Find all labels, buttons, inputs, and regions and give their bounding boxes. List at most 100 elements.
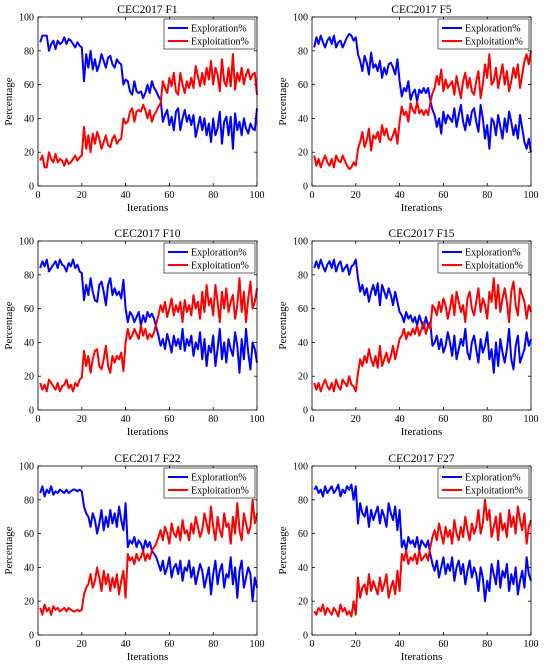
chart-panel-1: CEC2017 F1 0 20 40 60 80 100 0 20 40 60 80 100 Iterat… (3, 4, 265, 214)
y-tick-label: 0 (29, 631, 34, 642)
y-tick-label: 80 (298, 495, 308, 506)
x-tick-label: 60 (438, 414, 448, 425)
series-line-exploration (313, 32, 532, 153)
chart-title: CEC2017 F10 (114, 228, 180, 240)
axes-box (311, 465, 532, 636)
series-line-exploration (39, 485, 258, 603)
y-tick-label: 0 (303, 631, 308, 642)
y-tick-label: 20 (24, 372, 34, 383)
legend-label: Exploitation% (191, 37, 249, 48)
chart-panel-4: CEC2017 F15 0 20 40 60 80 100 0 20 40 60 80 100 Itera… (277, 228, 539, 438)
y-tick-label: 80 (298, 270, 308, 281)
chart-panel-5: CEC2017 F22 0 20 40 60 80 100 0 20 40 60 80 100 Itera… (3, 453, 265, 663)
series-line-exploitation (313, 277, 532, 393)
y-axis-label: Percentage (277, 301, 289, 349)
chart-title: CEC2017 F22 (114, 453, 180, 465)
x-tick-label: 20 (351, 414, 361, 425)
axes-box (311, 16, 532, 187)
y-tick-label: 40 (24, 338, 34, 349)
x-tick-label: 100 (524, 639, 539, 650)
y-axis-label: Percentage (277, 77, 289, 125)
legend-label: Exploitation% (465, 261, 523, 272)
x-tick-label: 80 (208, 639, 218, 650)
x-tick-label: 80 (208, 190, 218, 201)
legend-label: Exploitation% (465, 486, 523, 497)
legend-label: Exploitation% (191, 486, 249, 497)
x-tick-label: 80 (482, 414, 492, 425)
y-tick-label: 60 (24, 304, 34, 315)
y-tick-label: 40 (24, 563, 34, 574)
series-line-exploration (39, 34, 258, 150)
series-line-exploitation (313, 498, 532, 618)
legend-label: Exploration% (465, 473, 521, 484)
chart-panel-6: CEC2017 F27 0 20 40 60 80 100 0 20 40 60 80 100 Itera… (277, 453, 539, 663)
chart-panel-3: CEC2017 F10 0 20 40 60 80 100 0 20 40 60 80 100 Itera… (3, 228, 265, 438)
x-axis-label: Iterations (127, 651, 169, 663)
y-tick-label: 100 (293, 462, 308, 473)
legend-box (437, 18, 530, 50)
y-tick-label: 80 (298, 46, 308, 57)
legend-box (163, 467, 256, 499)
legend-label: Exploration% (465, 24, 521, 35)
x-tick-label: 40 (395, 414, 405, 425)
y-tick-label: 60 (298, 529, 308, 540)
x-axis-label: Iterations (401, 426, 443, 438)
series-line-exploitation (313, 50, 532, 171)
y-tick-label: 40 (24, 114, 34, 125)
y-tick-label: 40 (298, 563, 308, 574)
x-axis-label: Iterations (401, 202, 443, 214)
x-tick-label: 100 (524, 190, 539, 201)
y-tick-label: 80 (24, 495, 34, 506)
x-tick-label: 20 (77, 639, 87, 650)
y-tick-label: 20 (298, 372, 308, 383)
y-tick-label: 100 (293, 237, 308, 248)
x-tick-label: 60 (164, 414, 174, 425)
y-axis-label: Percentage (277, 526, 289, 574)
legend-label: Exploration% (191, 248, 247, 259)
y-tick-label: 0 (303, 406, 308, 417)
legend-box (163, 242, 256, 274)
chart-title: CEC2017 F5 (391, 4, 452, 16)
legend-label: Exploration% (465, 248, 521, 259)
x-tick-label: 0 (310, 639, 315, 650)
legend-label: Exploration% (191, 473, 247, 484)
x-tick-label: 100 (250, 414, 265, 425)
y-tick-label: 40 (298, 114, 308, 125)
y-tick-label: 40 (298, 338, 308, 349)
legend-label: Exploitation% (465, 37, 523, 48)
y-tick-label: 100 (293, 13, 308, 24)
x-tick-label: 20 (77, 190, 87, 201)
axes-box (37, 465, 258, 636)
y-axis-label: Percentage (3, 526, 15, 574)
series-line-exploitation (39, 498, 258, 616)
x-tick-label: 60 (164, 190, 174, 201)
x-tick-label: 100 (524, 414, 539, 425)
chart-title: CEC2017 F1 (117, 4, 178, 16)
x-tick-label: 80 (482, 190, 492, 201)
x-axis-label: Iterations (401, 651, 443, 663)
axes-box (37, 240, 258, 411)
x-tick-label: 0 (310, 190, 315, 201)
axes-box (311, 240, 532, 411)
x-tick-label: 80 (482, 639, 492, 650)
legend-box (163, 18, 256, 50)
x-tick-label: 40 (121, 639, 131, 650)
x-tick-label: 80 (208, 414, 218, 425)
y-tick-label: 20 (298, 148, 308, 159)
y-tick-label: 100 (19, 13, 34, 24)
x-tick-label: 40 (395, 639, 405, 650)
x-tick-label: 0 (36, 414, 41, 425)
axes-box (37, 16, 258, 187)
series-line-exploration (313, 483, 532, 603)
x-tick-label: 60 (164, 639, 174, 650)
x-tick-label: 0 (36, 639, 41, 650)
x-tick-label: 0 (310, 414, 315, 425)
x-tick-label: 100 (250, 190, 265, 201)
legend-box (437, 467, 530, 499)
x-tick-label: 40 (121, 190, 131, 201)
legend-label: Exploration% (191, 24, 247, 35)
legend-label: Exploitation% (191, 261, 249, 272)
x-tick-label: 20 (351, 190, 361, 201)
